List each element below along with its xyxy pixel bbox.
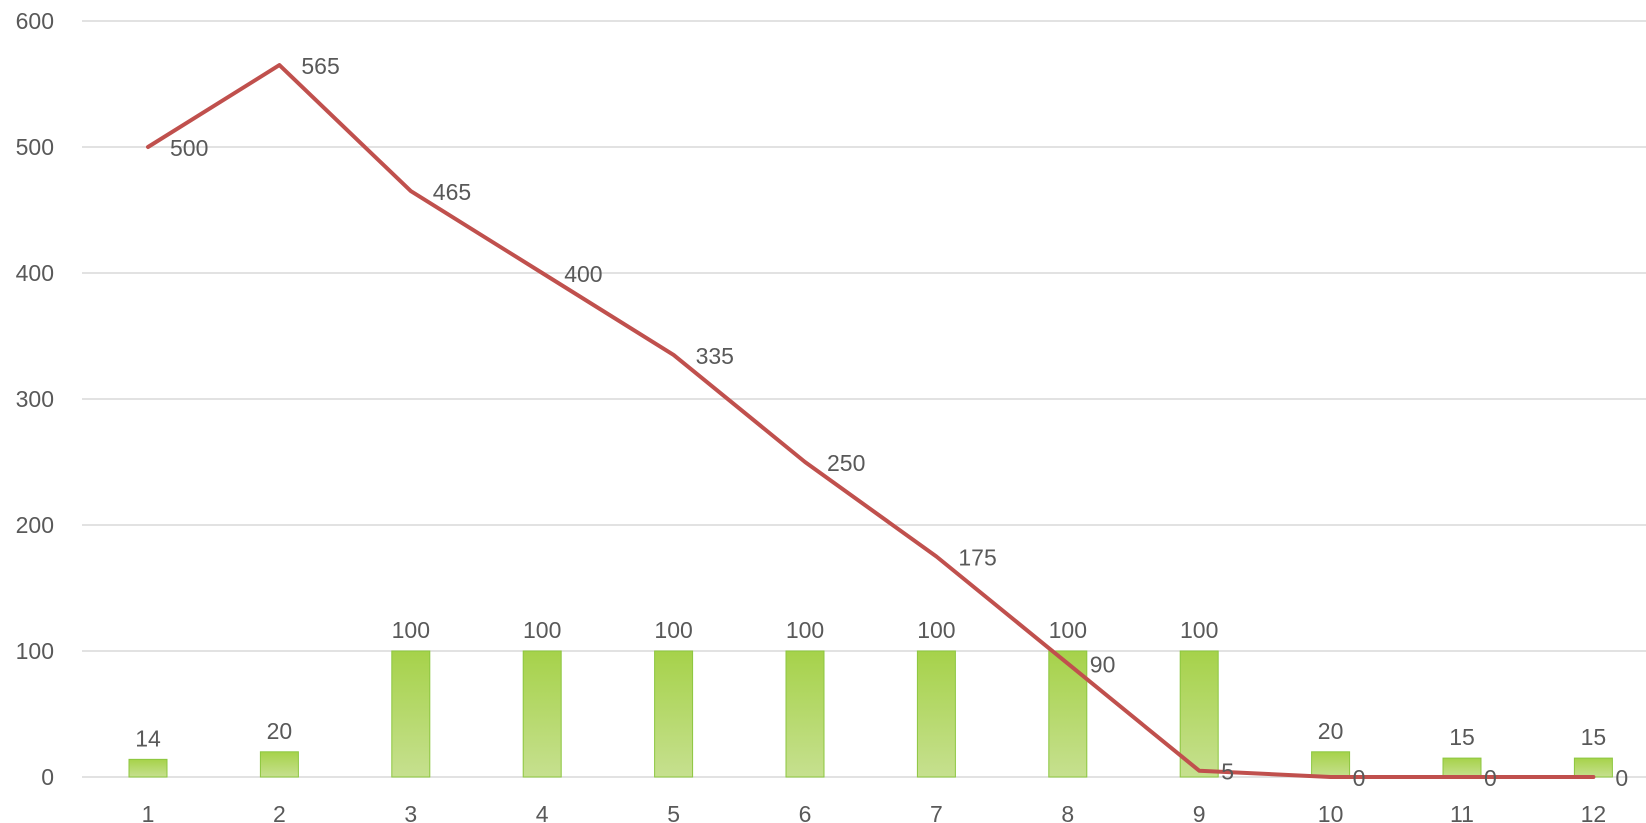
line-series-path xyxy=(146,63,1596,779)
bar xyxy=(1573,757,1613,778)
y-tick-label: 100 xyxy=(16,638,54,664)
x-tick-label: 4 xyxy=(536,801,549,823)
line-data-label: 465 xyxy=(433,179,471,205)
bar xyxy=(1048,650,1088,778)
bar xyxy=(1442,757,1482,778)
line-data-label: 0 xyxy=(1615,765,1628,791)
bar xyxy=(391,650,431,778)
x-tick-label: 5 xyxy=(667,801,680,823)
y-tick-label: 300 xyxy=(16,386,54,412)
y-tick-label: 600 xyxy=(16,8,54,34)
x-tick-label: 7 xyxy=(930,801,943,823)
bar-data-label: 14 xyxy=(135,725,161,751)
gridlines xyxy=(82,20,1646,778)
y-tick-label: 200 xyxy=(16,512,54,538)
bar-data-label: 20 xyxy=(267,718,293,744)
bar-data-label: 20 xyxy=(1318,718,1344,744)
bar xyxy=(128,758,168,778)
x-tick-label: 10 xyxy=(1318,801,1344,823)
y-tick-label: 400 xyxy=(16,260,54,286)
bar-data-label: 100 xyxy=(392,617,430,643)
bar-data-label: 100 xyxy=(1180,617,1218,643)
line-data-label: 0 xyxy=(1353,765,1366,791)
line-data-label: 90 xyxy=(1090,652,1116,678)
line-data-label: 400 xyxy=(564,261,602,287)
x-tick-label: 12 xyxy=(1581,801,1607,823)
line-data-label: 500 xyxy=(170,135,208,161)
y-tick-label: 500 xyxy=(16,134,54,160)
bar-data-label: 100 xyxy=(654,617,692,643)
line-data-label: 0 xyxy=(1484,765,1497,791)
x-tick-label: 11 xyxy=(1450,801,1474,823)
line-data-label: 175 xyxy=(958,545,996,571)
y-axis-ticks: 0 100 200 300 400 500 600 xyxy=(16,8,54,790)
line-data-label: 565 xyxy=(301,53,339,79)
line-data-label: 5 xyxy=(1221,759,1234,785)
x-tick-label: 1 xyxy=(142,801,155,823)
x-tick-label: 9 xyxy=(1193,801,1206,823)
bar xyxy=(1179,650,1219,778)
bar-series xyxy=(128,650,1613,778)
bar xyxy=(785,650,825,778)
line-data-label: 250 xyxy=(827,450,865,476)
bar-data-label: 100 xyxy=(523,617,561,643)
bar xyxy=(1311,751,1351,778)
line-series xyxy=(146,63,1596,779)
x-tick-label: 2 xyxy=(273,801,286,823)
bar xyxy=(916,650,956,778)
bar-data-label: 100 xyxy=(786,617,824,643)
y-tick-label: 0 xyxy=(41,764,54,790)
bar-data-label: 100 xyxy=(917,617,955,643)
x-tick-label: 8 xyxy=(1061,801,1074,823)
x-tick-label: 6 xyxy=(799,801,812,823)
line-data-label: 335 xyxy=(696,343,734,369)
x-tick-label: 3 xyxy=(404,801,417,823)
x-axis-ticks: 1 2 3 4 5 6 7 8 9 10 11 12 xyxy=(142,801,1607,823)
bar xyxy=(259,751,299,778)
bar-data-label: 15 xyxy=(1449,724,1475,750)
bar-data-label: 15 xyxy=(1581,724,1607,750)
bar-data-label: 100 xyxy=(1049,617,1087,643)
bar xyxy=(522,650,562,778)
bar xyxy=(654,650,694,778)
